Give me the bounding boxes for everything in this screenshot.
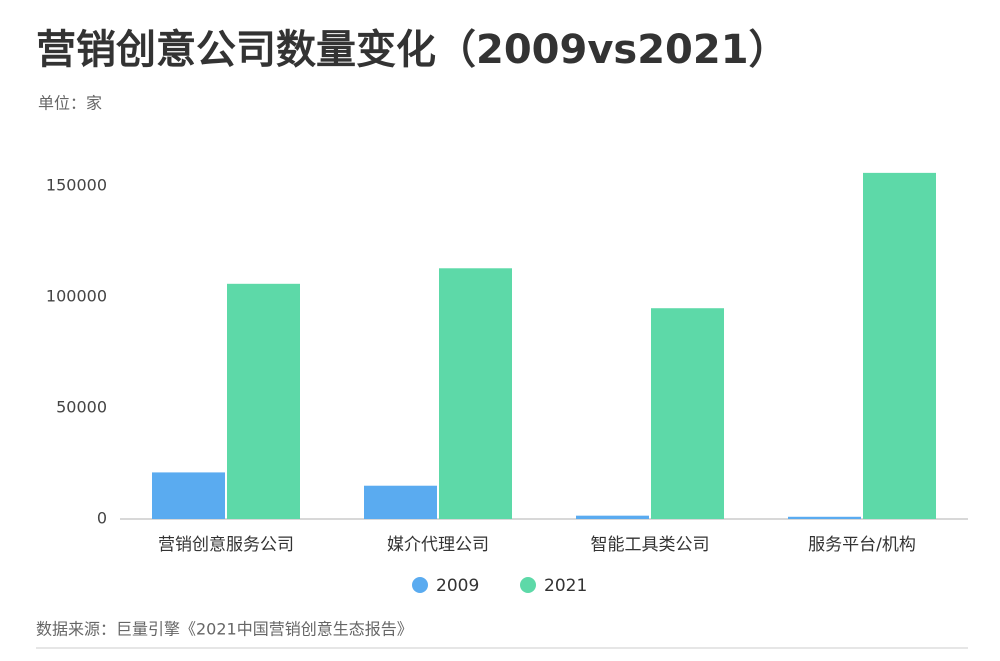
bar [788,516,861,519]
x-tick-label: 媒介代理公司 [387,535,489,555]
x-tick-label: 智能工具类公司 [591,535,710,555]
x-tick-label: 营销创意服务公司 [158,535,294,555]
bar [152,472,225,519]
y-tick-label: 100000 [46,287,107,306]
y-tick-label: 50000 [56,398,107,417]
bar [576,515,649,519]
y-tick-label: 0 [97,509,107,528]
legend-label: 2021 [544,576,587,596]
source-note: 数据来源：巨量引擎《2021中国营销创意生态报告》 [36,620,413,639]
bar [364,485,437,519]
bar [227,283,300,519]
legend-marker [412,577,428,593]
x-tick-label: 服务平台/机构 [808,535,916,555]
bar [651,308,724,519]
legend-label: 2009 [436,576,479,596]
bar [439,268,512,519]
bar [863,172,936,519]
chart-title: 营销创意公司数量变化（2009vs2021） [36,27,789,73]
legend-marker [520,577,536,593]
chart-subtitle: 单位：家 [38,94,102,113]
y-tick-label: 150000 [46,176,107,195]
